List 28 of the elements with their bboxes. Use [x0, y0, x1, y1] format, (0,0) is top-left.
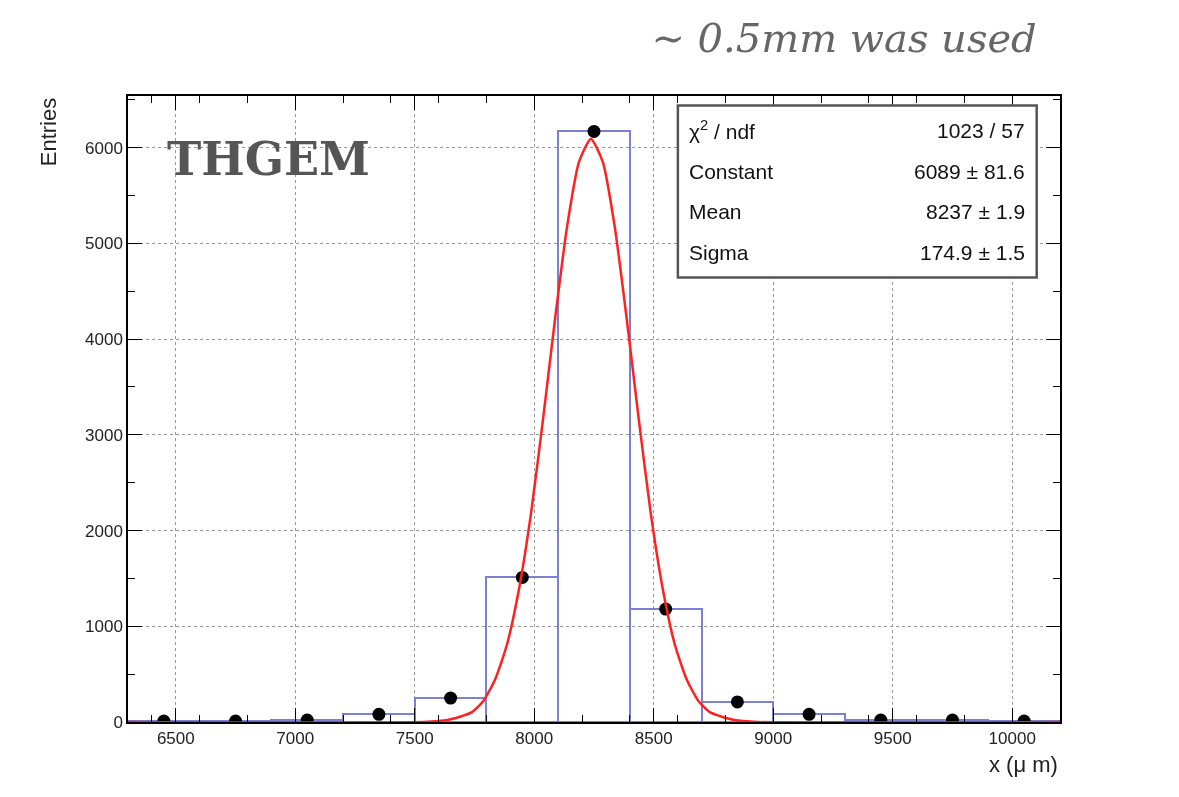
chart-title: ∼ 0.5mm was used: [651, 14, 1037, 61]
annotation: Sigma: [689, 241, 749, 264]
point: [587, 124, 601, 138]
annotation: χ$^{2}$ / ndf: [689, 117, 756, 143]
x-axis-title: x (μ m): [989, 752, 1058, 777]
annotation: Constant: [689, 160, 774, 183]
x-tick-label: 6500: [156, 729, 195, 749]
annotation: Mean: [689, 200, 742, 223]
annotation: 1023 / 57: [937, 119, 1025, 142]
x-tick-label: 7500: [395, 729, 434, 749]
y-tick-label: 3000: [85, 425, 123, 445]
x-tick-label: 8500: [634, 729, 673, 749]
y-tick-label: 6000: [85, 138, 123, 158]
annotation: 6089 ± 81.6: [914, 160, 1025, 183]
y-tick-label: 1000: [85, 617, 123, 637]
annotation: 8237 ± 1.9: [926, 200, 1026, 223]
x-tick-label: 7000: [276, 729, 315, 749]
y-tick-label: 0: [113, 712, 123, 732]
x-tick-label: 9000: [754, 729, 793, 749]
x-tick-label: 9500: [873, 729, 912, 749]
y-tick-label: 4000: [85, 330, 123, 350]
y-tick-label: 5000: [85, 234, 123, 254]
x-tick-label: 8000: [515, 729, 554, 749]
x-tick-label: 10000: [988, 729, 1036, 749]
y-axis-title: Entries: [36, 97, 62, 167]
annotation: THGEM: [167, 132, 370, 186]
y-tick-label: 2000: [85, 521, 123, 541]
annotation: 174.9 ± 1.5: [920, 241, 1025, 264]
